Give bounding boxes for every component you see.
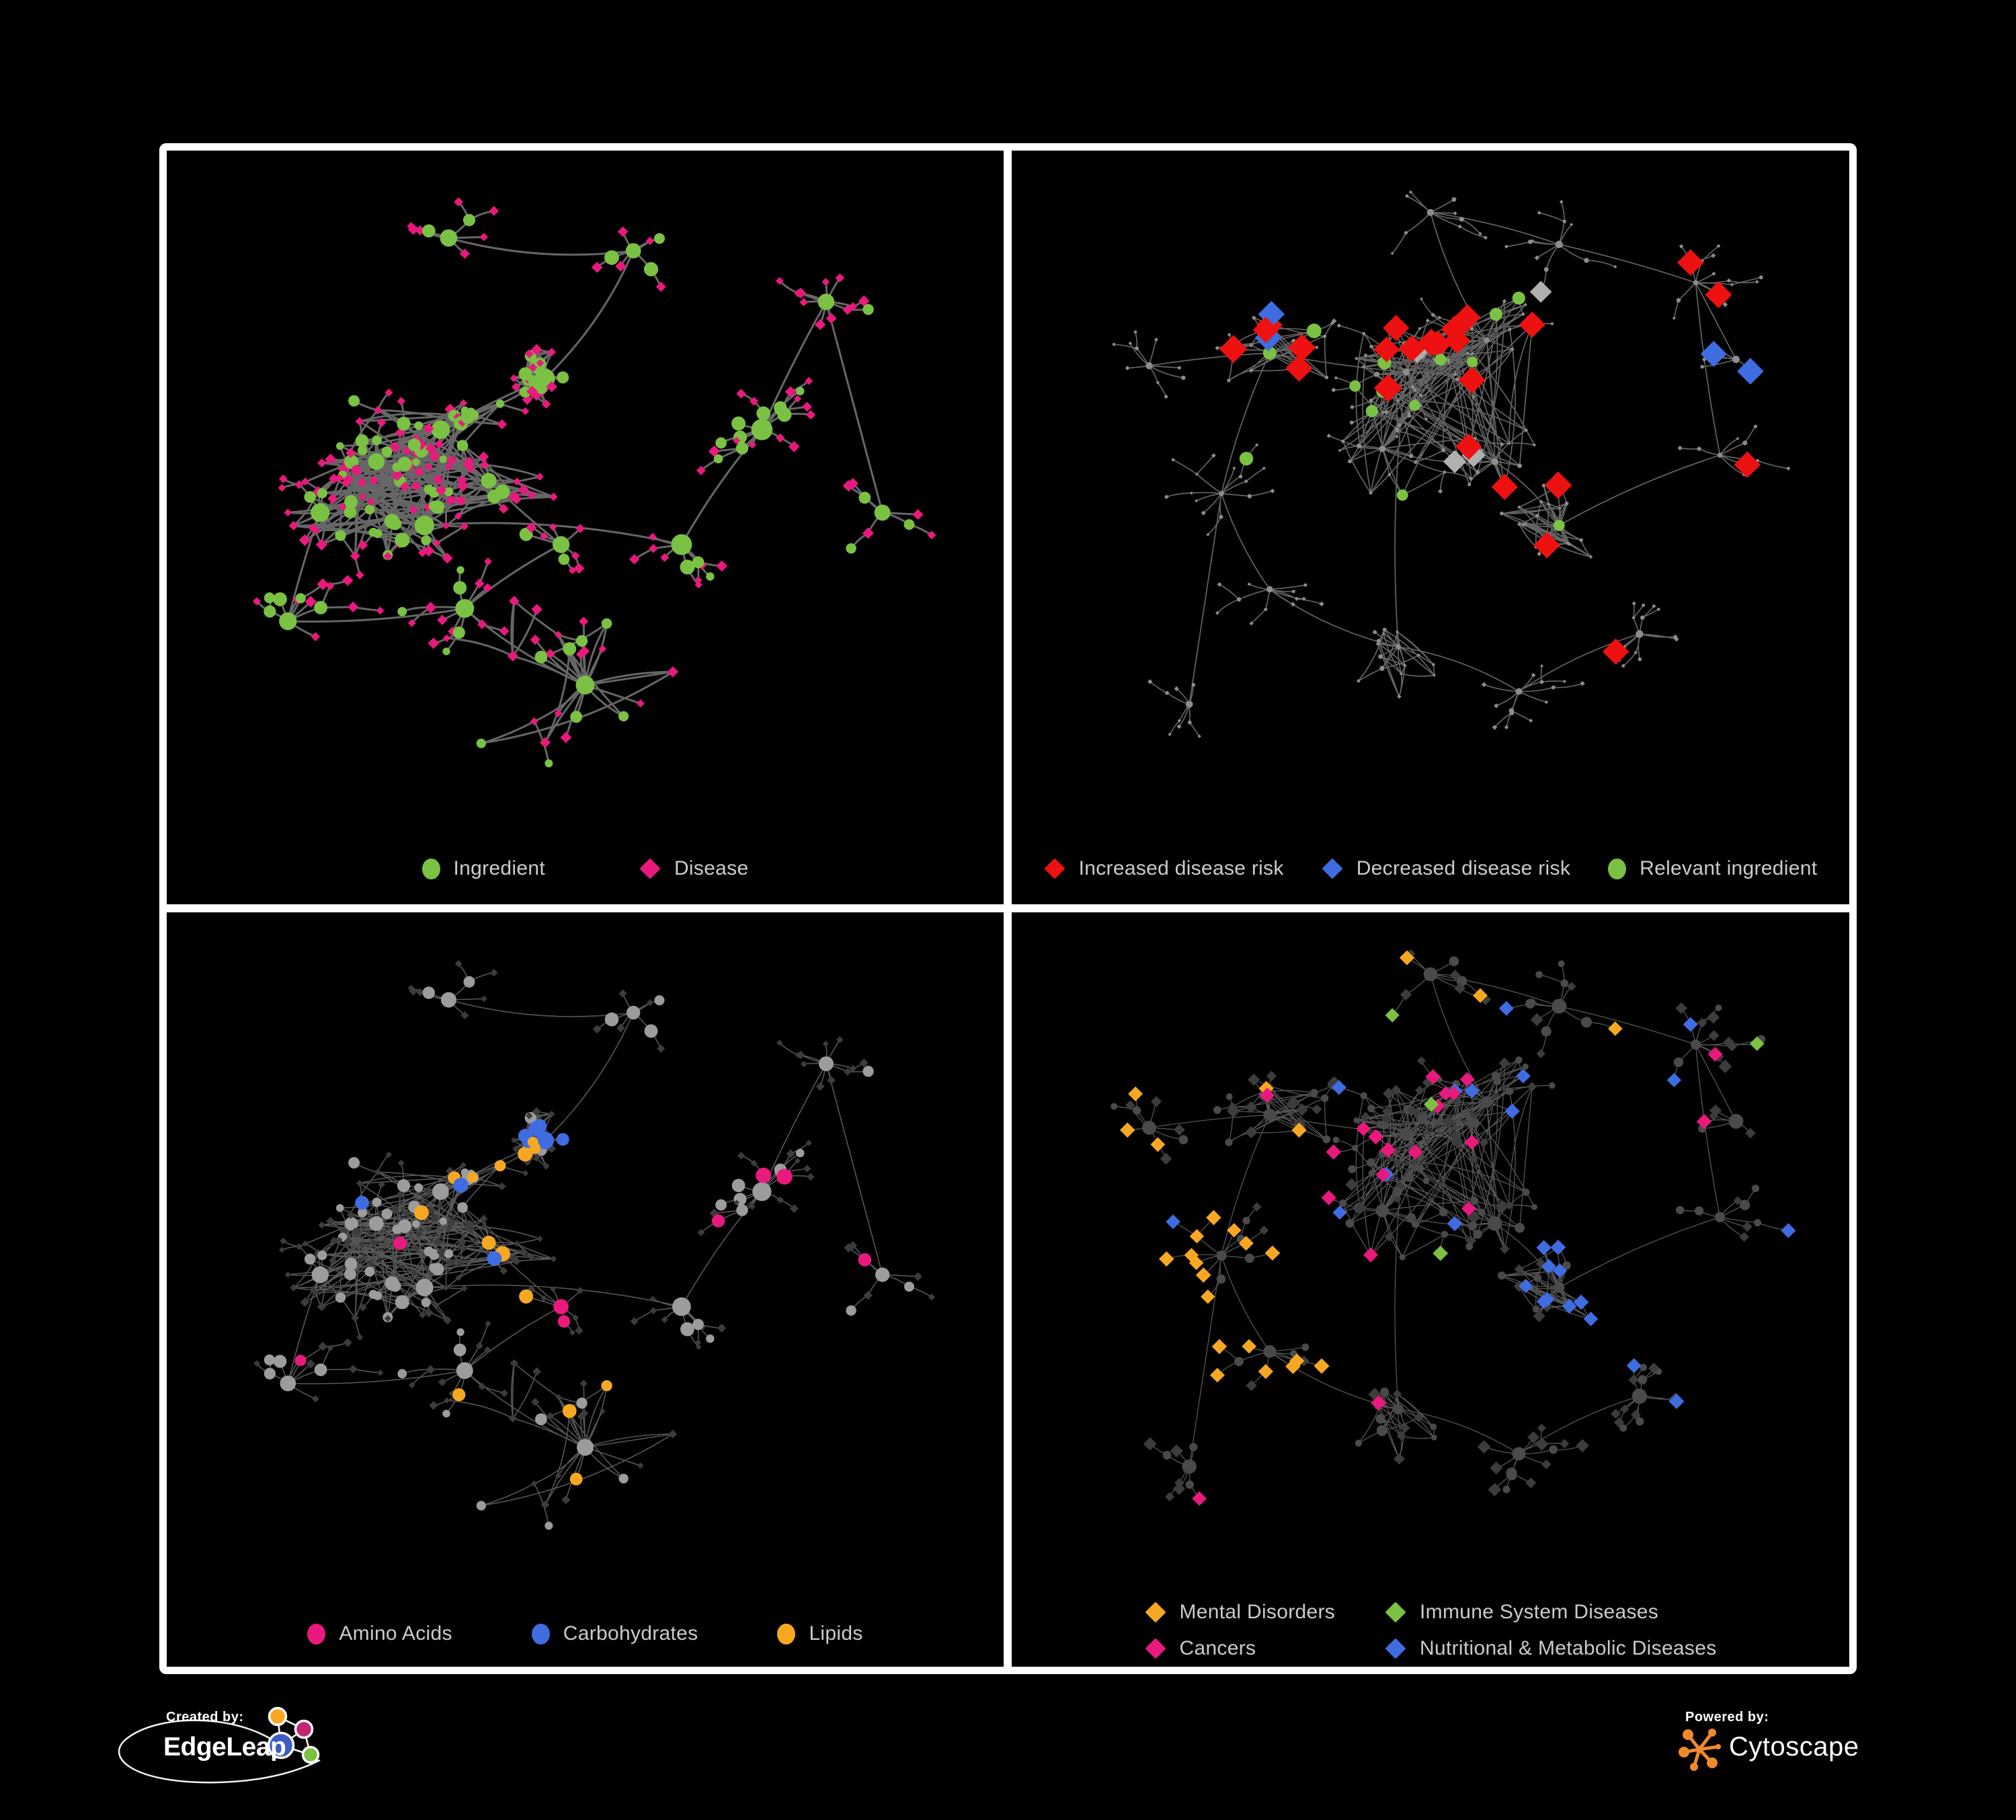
legend-label: Mental Disorders xyxy=(1179,1601,1336,1623)
increased-risk-diamond-icon xyxy=(1044,858,1065,879)
legend-item-decreased-risk: Decreased disease risk xyxy=(1322,857,1570,880)
legend-item-immune-system-diseases: Immune System Diseases xyxy=(1385,1601,1716,1624)
edgeleap-wordmark: EdgeLeap xyxy=(163,1733,286,1762)
legend-compound-class: Amino Acids Carbohydrates Lipids xyxy=(167,1622,1004,1645)
network-canvas-compound-class xyxy=(253,959,935,1530)
panel-compound-class-network: Amino Acids Carbohydrates Lipids xyxy=(167,912,1004,1667)
lipids-circle-icon xyxy=(777,1623,796,1645)
legend-item-mental-disorders: Mental Disorders xyxy=(1144,1601,1336,1624)
legend-label: Nutritional & Metabolic Diseases xyxy=(1420,1637,1717,1659)
ingredient-circle-icon xyxy=(421,858,440,879)
powered-by-caption: Powered by: xyxy=(1685,1710,1769,1725)
figure-grid: Ingredient Disease Increased disease ris… xyxy=(159,143,1857,1674)
disease-diamond-icon xyxy=(639,858,661,879)
nutritional-metabolic-diseases-diamond-icon xyxy=(1385,1638,1406,1659)
legend-label: Immune System Diseases xyxy=(1420,1601,1659,1623)
legend-label: Amino Acids xyxy=(339,1622,452,1645)
relevant-ingredient-circle-icon xyxy=(1608,858,1627,879)
amino-acids-circle-icon xyxy=(307,1623,326,1645)
edgeleap-logo-icon xyxy=(118,1706,321,1784)
legend-label: Increased disease risk xyxy=(1078,857,1284,879)
network-canvas-ingredient-disease xyxy=(252,197,936,768)
legend-item-amino-acids: Amino Acids xyxy=(307,1622,452,1645)
legend-item-disease: Disease xyxy=(639,857,748,880)
legend-label: Decreased disease risk xyxy=(1356,857,1571,879)
panel-disease-risk-network: Increased disease risk Decreased disease… xyxy=(1012,151,1849,904)
legend-item-increased-risk: Increased disease risk xyxy=(1044,857,1284,880)
legend-label: Ingredient xyxy=(453,857,545,879)
cytoscape-logo-icon xyxy=(1679,1729,1721,1771)
network-canvas-disease-category xyxy=(1111,949,1796,1506)
created-by-caption: Created by: xyxy=(166,1710,244,1725)
legend-label: Relevant ingredient xyxy=(1640,857,1818,879)
legend-item-carbohydrates: Carbohydrates xyxy=(531,1622,698,1645)
legend-item-nutritional-metabolic-diseases: Nutritional & Metabolic Diseases xyxy=(1385,1637,1716,1660)
legend-disease-risk: Increased disease risk Decreased disease… xyxy=(1012,857,1849,880)
cancers-diamond-icon xyxy=(1144,1638,1166,1659)
cytoscape-wordmark: Cytoscape xyxy=(1729,1732,1859,1762)
panel-disease-category-network: Mental Disorders Immune System Diseases … xyxy=(1012,912,1849,1667)
legend-label: Carbohydrates xyxy=(563,1622,698,1645)
legend-item-relevant-ingredient: Relevant ingredient xyxy=(1608,857,1817,880)
network-canvas-disease-risk xyxy=(1112,190,1791,738)
legend-item-ingredient: Ingredient xyxy=(421,857,545,880)
immune-system-diseases-diamond-icon xyxy=(1385,1601,1406,1623)
legend-disease-category: Mental Disorders Immune System Diseases … xyxy=(1012,1601,1849,1660)
decreased-risk-diamond-icon xyxy=(1322,858,1343,879)
legend-item-cancers: Cancers xyxy=(1144,1637,1336,1660)
carbohydrates-circle-icon xyxy=(531,1623,550,1645)
legend-label: Cancers xyxy=(1179,1637,1256,1659)
legend-label: Lipids xyxy=(809,1622,863,1645)
legend-ingredient-disease: Ingredient Disease xyxy=(167,857,1004,880)
panel-ingredient-disease-network: Ingredient Disease xyxy=(167,151,1004,904)
legend-item-lipids: Lipids xyxy=(777,1622,862,1645)
mental-disorders-diamond-icon xyxy=(1144,1601,1166,1623)
legend-label: Disease xyxy=(674,857,749,879)
